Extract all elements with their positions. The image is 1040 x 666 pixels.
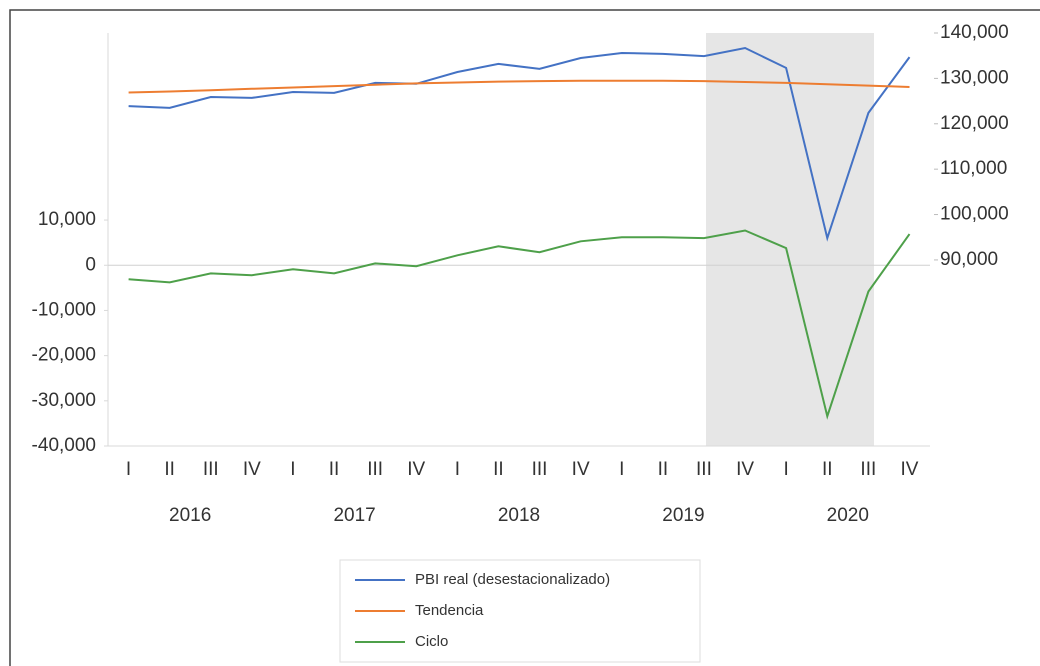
x-tick-label: III [532, 459, 548, 480]
x-tick-label: II [493, 459, 504, 480]
x-tick-label: III [367, 459, 383, 480]
x-tick-label: I [784, 459, 789, 480]
x-tick-label: II [164, 459, 175, 480]
legend-label: Tendencia [415, 602, 484, 619]
year-label: 2020 [827, 505, 869, 526]
x-tick-label: III [860, 459, 876, 480]
legend-label: PBI real (desestacionalizado) [415, 571, 610, 588]
x-tick-label: I [455, 459, 460, 480]
x-tick-label: IV [407, 459, 425, 480]
y-tick-label: -20,000 [32, 345, 96, 366]
y2-tick-label: 90,000 [940, 249, 998, 270]
x-tick-label: III [203, 459, 219, 480]
year-label: 2018 [498, 505, 540, 526]
x-tick-label: II [822, 459, 833, 480]
legend-label: Ciclo [415, 633, 448, 650]
x-tick-label: I [290, 459, 295, 480]
series-line [128, 79, 910, 94]
x-tick-label: IV [243, 459, 261, 480]
x-tick-label: I [126, 459, 131, 480]
y-tick-label: -10,000 [32, 299, 96, 320]
y2-tick-label: 130,000 [940, 67, 1009, 88]
y-tick-label: -40,000 [32, 435, 96, 456]
series-line [128, 46, 911, 242]
year-label: 2017 [333, 505, 375, 526]
year-label: 2019 [662, 505, 704, 526]
series-line [128, 229, 911, 420]
frame [9, 9, 1040, 666]
x-tick-label: III [696, 459, 712, 480]
x-tick-label: IV [572, 459, 590, 480]
x-tick-label: I [619, 459, 624, 480]
x-tick-label: II [329, 459, 340, 480]
y2-tick-label: 100,000 [940, 204, 1009, 225]
x-tick-label: IV [736, 459, 754, 480]
x-tick-label: IV [900, 459, 918, 480]
y-tick-label: 10,000 [38, 209, 96, 230]
y-tick-label: -30,000 [32, 390, 96, 411]
y-tick-label: 0 [85, 254, 96, 275]
y2-tick-label: 110,000 [940, 158, 1007, 179]
x-tick-label: II [658, 459, 669, 480]
y2-tick-label: 140,000 [940, 22, 1009, 43]
shaded-period [706, 33, 874, 446]
y2-tick-label: 120,000 [940, 113, 1009, 134]
year-label: 2016 [169, 505, 211, 526]
